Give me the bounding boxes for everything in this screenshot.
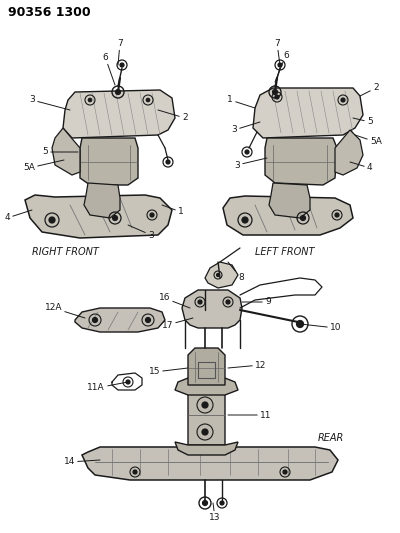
Circle shape [275, 95, 279, 99]
Text: 9: 9 [242, 297, 271, 306]
Circle shape [242, 217, 248, 223]
Text: 16: 16 [158, 294, 190, 308]
Polygon shape [25, 195, 172, 238]
Polygon shape [205, 262, 238, 288]
Text: 2: 2 [360, 84, 379, 96]
Text: 90356 1300: 90356 1300 [8, 6, 91, 20]
Text: REAR: REAR [318, 433, 344, 443]
Text: 5: 5 [42, 148, 78, 157]
Circle shape [133, 470, 137, 474]
Text: 7: 7 [117, 38, 123, 65]
Circle shape [202, 500, 208, 505]
Text: 1: 1 [227, 95, 255, 108]
Text: RIGHT FRONT: RIGHT FRONT [32, 247, 99, 257]
Circle shape [341, 98, 345, 102]
Text: 2: 2 [158, 110, 188, 123]
Text: 6: 6 [102, 52, 115, 85]
Circle shape [166, 160, 170, 164]
Text: 14: 14 [64, 457, 100, 466]
Polygon shape [63, 90, 175, 138]
Polygon shape [175, 378, 238, 395]
Polygon shape [82, 447, 338, 480]
Polygon shape [80, 138, 138, 185]
Text: 5A: 5A [23, 160, 64, 173]
Text: 3: 3 [234, 158, 267, 169]
Polygon shape [52, 128, 80, 175]
Text: 3: 3 [128, 225, 154, 239]
Circle shape [202, 402, 208, 408]
Circle shape [88, 98, 92, 102]
Polygon shape [265, 138, 337, 185]
Circle shape [283, 470, 287, 474]
Circle shape [278, 63, 282, 67]
Polygon shape [253, 88, 363, 138]
Circle shape [92, 318, 98, 322]
Circle shape [335, 213, 339, 217]
Circle shape [198, 300, 202, 304]
Text: 12A: 12A [44, 303, 85, 318]
Text: 17: 17 [162, 318, 193, 329]
Text: 3: 3 [231, 122, 260, 134]
Circle shape [300, 215, 306, 221]
Text: 1: 1 [162, 205, 184, 216]
Polygon shape [84, 183, 120, 218]
Circle shape [150, 213, 154, 217]
Circle shape [116, 90, 120, 94]
Text: 11A: 11A [87, 382, 128, 392]
Circle shape [272, 90, 278, 94]
Text: 13: 13 [209, 503, 221, 522]
Polygon shape [175, 442, 238, 455]
Text: 7: 7 [274, 38, 280, 65]
Polygon shape [223, 196, 353, 235]
Text: 10: 10 [300, 324, 342, 333]
Polygon shape [188, 348, 225, 385]
Text: 12: 12 [228, 360, 266, 369]
Text: 6: 6 [275, 51, 289, 82]
Circle shape [146, 98, 150, 102]
Circle shape [120, 63, 124, 67]
Text: LEFT FRONT: LEFT FRONT [255, 247, 314, 257]
Circle shape [216, 273, 220, 277]
Circle shape [220, 501, 224, 505]
Text: 4: 4 [4, 210, 32, 222]
Circle shape [112, 215, 118, 221]
Circle shape [49, 217, 55, 223]
Circle shape [202, 429, 208, 435]
Polygon shape [75, 308, 165, 332]
Polygon shape [335, 130, 363, 175]
Circle shape [126, 380, 130, 384]
Circle shape [245, 150, 249, 154]
Polygon shape [188, 390, 225, 445]
Text: 8: 8 [228, 262, 244, 282]
Text: 3: 3 [29, 95, 70, 110]
Polygon shape [269, 183, 310, 218]
Circle shape [226, 300, 230, 304]
Circle shape [146, 318, 150, 322]
Text: 4: 4 [350, 162, 373, 173]
Circle shape [296, 320, 304, 327]
Text: 5A: 5A [355, 135, 382, 147]
Text: 15: 15 [148, 367, 188, 376]
Text: 11: 11 [228, 410, 272, 419]
Polygon shape [182, 290, 242, 328]
Text: 5: 5 [353, 117, 373, 126]
